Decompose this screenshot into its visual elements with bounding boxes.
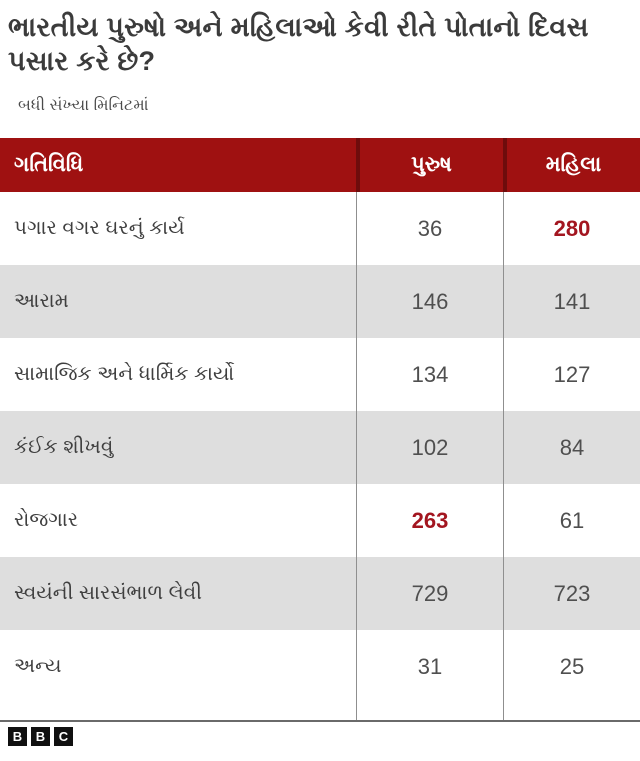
footer-cell [0,703,356,720]
table-row: રોજગાર 263 61 [0,484,640,557]
table-header-row: ગતિવિધિ પુરુષ મહિલા [0,138,640,192]
women-value-highlighted: 280 [503,192,640,265]
women-value: 127 [503,338,640,411]
bbc-logo-letter: B [31,727,50,746]
activity-label: સ્વયંની સારસંભાળ લેવી [14,582,202,604]
table-row: આરામ 146 141 [0,265,640,338]
footer-cell [503,703,640,720]
bbc-logo: B B C [8,727,640,746]
activity-label: સામાજિક અને ધાર્મિક કાર્યો [14,363,235,385]
column-header-activity: ગતિવિધિ [14,153,84,176]
bbc-logo-letter: B [8,727,27,746]
subtitle: બધી સંખ્યા મિનિટમાં [18,97,149,114]
table-row: સામાજિક અને ધાર્મિક કાર્યો 134 127 [0,338,640,411]
men-value: 36 [356,192,503,265]
page-title: ભારતીય પુરુષો અને મહિલાઓ કેવી રીતે પોતાન… [8,12,589,76]
activity-label: કંઈક શીખવું [14,436,114,458]
activity-table: ગતિવિધિ પુરુષ મહિલા પગાર વગર ઘરનું કાર્ય… [0,138,640,722]
men-value: 729 [356,557,503,630]
activity-label: પગાર વગર ઘરનું કાર્ય [14,217,185,239]
women-value: 723 [503,557,640,630]
men-value: 31 [356,630,503,703]
table-row: કંઈક શીખવું 102 84 [0,411,640,484]
men-value-highlighted: 263 [356,484,503,557]
bbc-logo-letter: C [54,727,73,746]
table-row: અન્ય 31 25 [0,630,640,703]
women-value: 61 [503,484,640,557]
column-header-women: મહિલા [503,138,640,192]
table-row: સ્વયંની સારસંભાળ લેવી 729 723 [0,557,640,630]
men-value: 102 [356,411,503,484]
women-value: 84 [503,411,640,484]
activity-label: અન્ય [14,655,62,677]
table-footer-strip [0,703,640,720]
table-row: પગાર વગર ઘરનું કાર્ય 36 280 [0,192,640,265]
infographic: ભારતીય પુરુષો અને મહિલાઓ કેવી રીતે પોતાન… [0,10,640,746]
footer-cell [356,703,503,720]
men-value: 134 [356,338,503,411]
women-value: 25 [503,630,640,703]
column-header-men: પુરુષ [356,138,503,192]
women-value: 141 [503,265,640,338]
activity-label: રોજગાર [14,509,79,531]
activity-label: આરામ [14,290,69,312]
men-value: 146 [356,265,503,338]
